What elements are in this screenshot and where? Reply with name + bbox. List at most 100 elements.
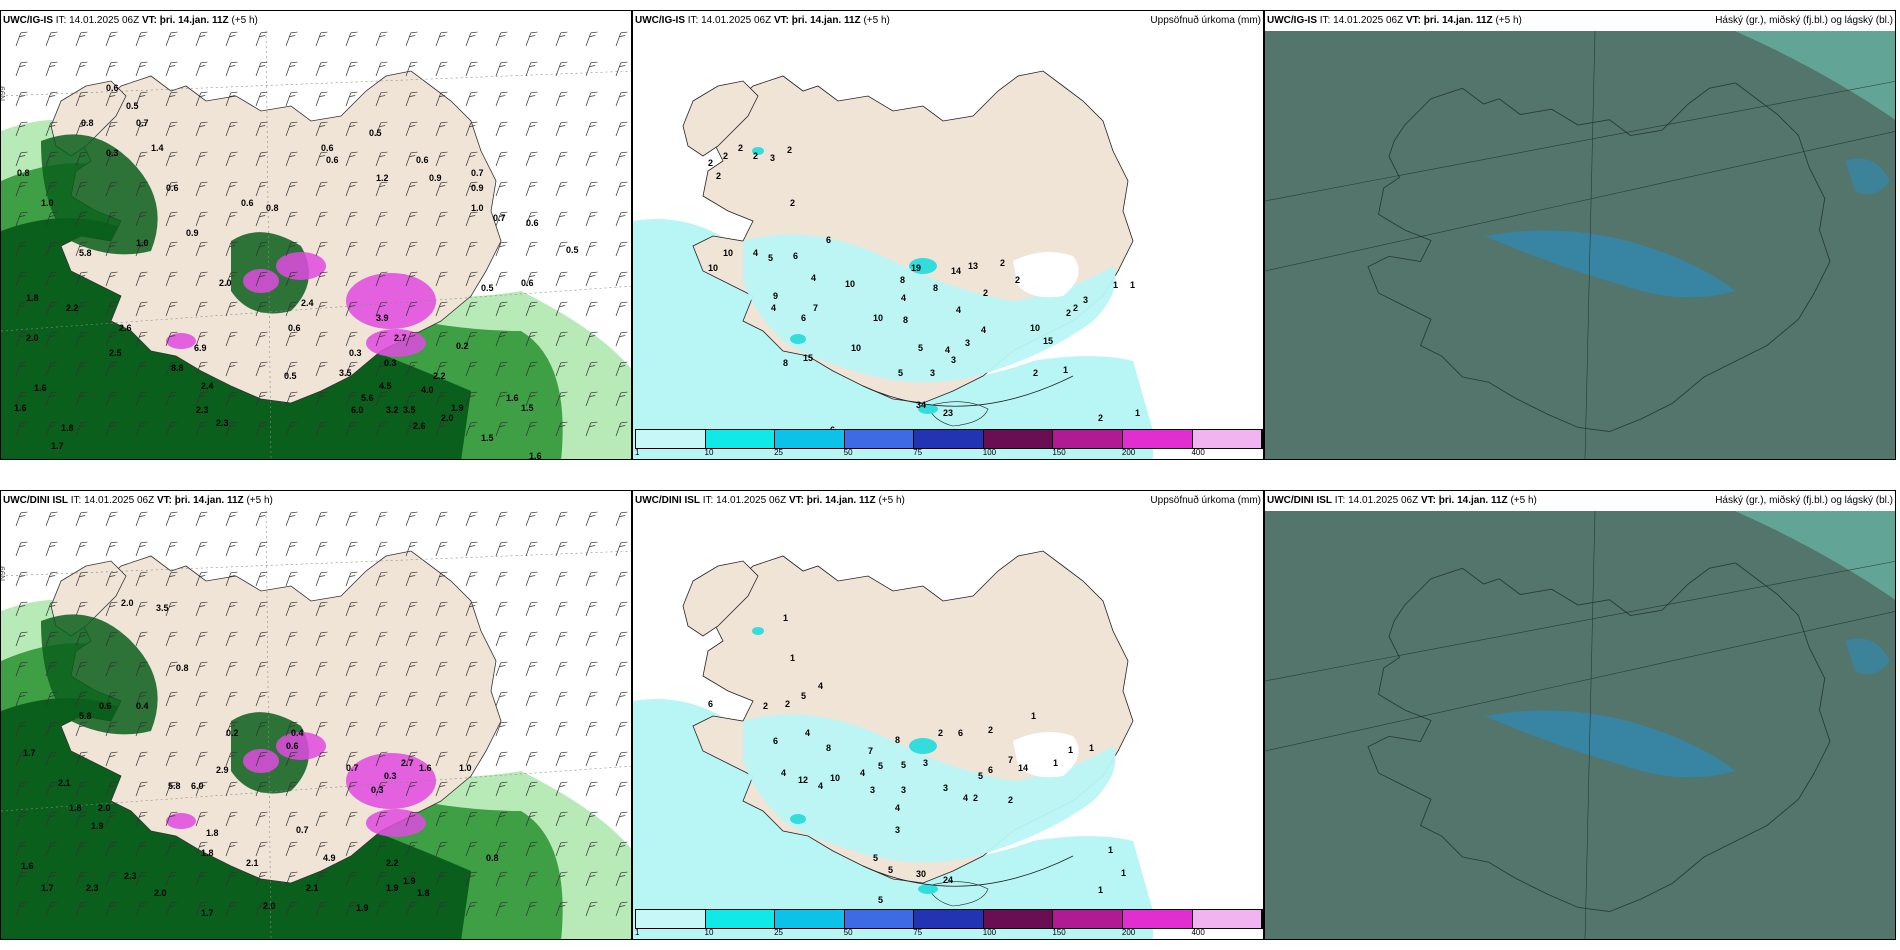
legend-swatch [914,430,984,448]
legend-bar [635,429,1263,449]
wind-barb [555,31,568,47]
wind-barb [225,751,238,767]
wind-barb [375,841,388,857]
precip-value: 3.5 [339,368,352,378]
precip-value: 8.8 [171,363,184,373]
moderate-precip-0 [909,258,937,274]
wind-barb [435,361,448,377]
wind-barb [555,331,568,347]
moderate-precip-1 [918,404,938,414]
wind-barb [555,301,568,317]
wind-barb [15,181,28,197]
precip-value: 2 [753,151,758,161]
wind-barb [405,631,418,647]
wind-barb [555,661,568,677]
wind-barb [195,421,208,437]
precip-value: 1 [1121,868,1126,878]
precip-value: 2.3 [216,418,229,428]
wind-barb [435,871,448,887]
wind-barb [225,511,238,527]
wind-barb [285,271,298,287]
wind-barb [495,601,508,617]
wind-barb [105,541,118,557]
precip-value: 2.6 [119,323,132,333]
wind-barb [525,361,538,377]
wind-barb [615,571,628,587]
lead-time: (+5 h) [246,495,273,506]
precip-value: 0.6 [416,155,429,165]
wind-barb [315,871,328,887]
wind-barb [585,61,598,77]
wind-barb [555,541,568,557]
wind-barb [555,841,568,857]
wind-barb [345,631,358,647]
wind-barb [255,361,268,377]
wind-barb [615,871,628,887]
wind-barb [465,841,478,857]
wind-barb [255,241,268,257]
wind-barb [465,301,478,317]
wind-barb [285,691,298,707]
precip-value: 1.7 [51,441,64,451]
precip-value: 3 [901,785,906,795]
wind-barb [315,391,328,407]
precip-value: 1 [1031,711,1036,721]
wind-barb [495,301,508,317]
wind-barb [375,271,388,287]
wind-barb [105,331,118,347]
wind-barb [345,361,358,377]
precip-value: 0.2 [226,728,239,738]
legend-label: 75 [913,928,923,937]
wind-barb [495,721,508,737]
wind-barb [105,751,118,767]
moderate-precip-2 [752,147,764,155]
wind-barb [315,241,328,257]
wind-barb [45,781,58,797]
wind-barb [345,121,358,137]
wind-barb [195,241,208,257]
precip-value: 0.6 [288,323,301,333]
wind-barb [315,631,328,647]
wind-barb [255,511,268,527]
precip-value: 3 [943,783,948,793]
wind-barb [225,661,238,677]
wind-barb [225,541,238,557]
wind-barb [375,61,388,77]
wind-barb [195,751,208,767]
wind-barb [435,421,448,437]
wind-barb [585,601,598,617]
wind-barb [165,781,178,797]
moderate-precip-3 [790,334,806,344]
wind-barb [45,301,58,317]
wind-barb [135,31,148,47]
wind-barb [495,241,508,257]
wind-barb [615,301,628,317]
precip-over-land [743,714,1116,863]
wind-barb [465,241,478,257]
precip-value: 10 [723,248,733,258]
legend-label: 25 [774,448,784,457]
moderate-precip-2 [752,627,764,635]
wind-barb [345,31,358,47]
wind-barb [405,781,418,797]
glacier-outline [927,401,989,427]
wind-barb [345,841,358,857]
wind-barb [435,811,448,827]
precip-value: 1 [1130,280,1135,290]
precip-value: 1.6 [419,763,432,773]
precip-value: 2 [708,158,713,168]
precip-value: 0.6 [321,143,334,153]
wind-barb [435,391,448,407]
wind-barb [435,301,448,317]
wind-barb [255,271,268,287]
wind-barb [135,331,148,347]
wind-barb [285,781,298,797]
legend-swatch [1192,910,1263,928]
precip-value: 3 [870,785,875,795]
precip-value: 1.8 [26,293,39,303]
wind-barb [195,361,208,377]
wind-barb [135,691,148,707]
wind-barb [465,181,478,197]
precip-value: 6 [988,765,993,775]
precip-value: 15 [1043,336,1053,346]
